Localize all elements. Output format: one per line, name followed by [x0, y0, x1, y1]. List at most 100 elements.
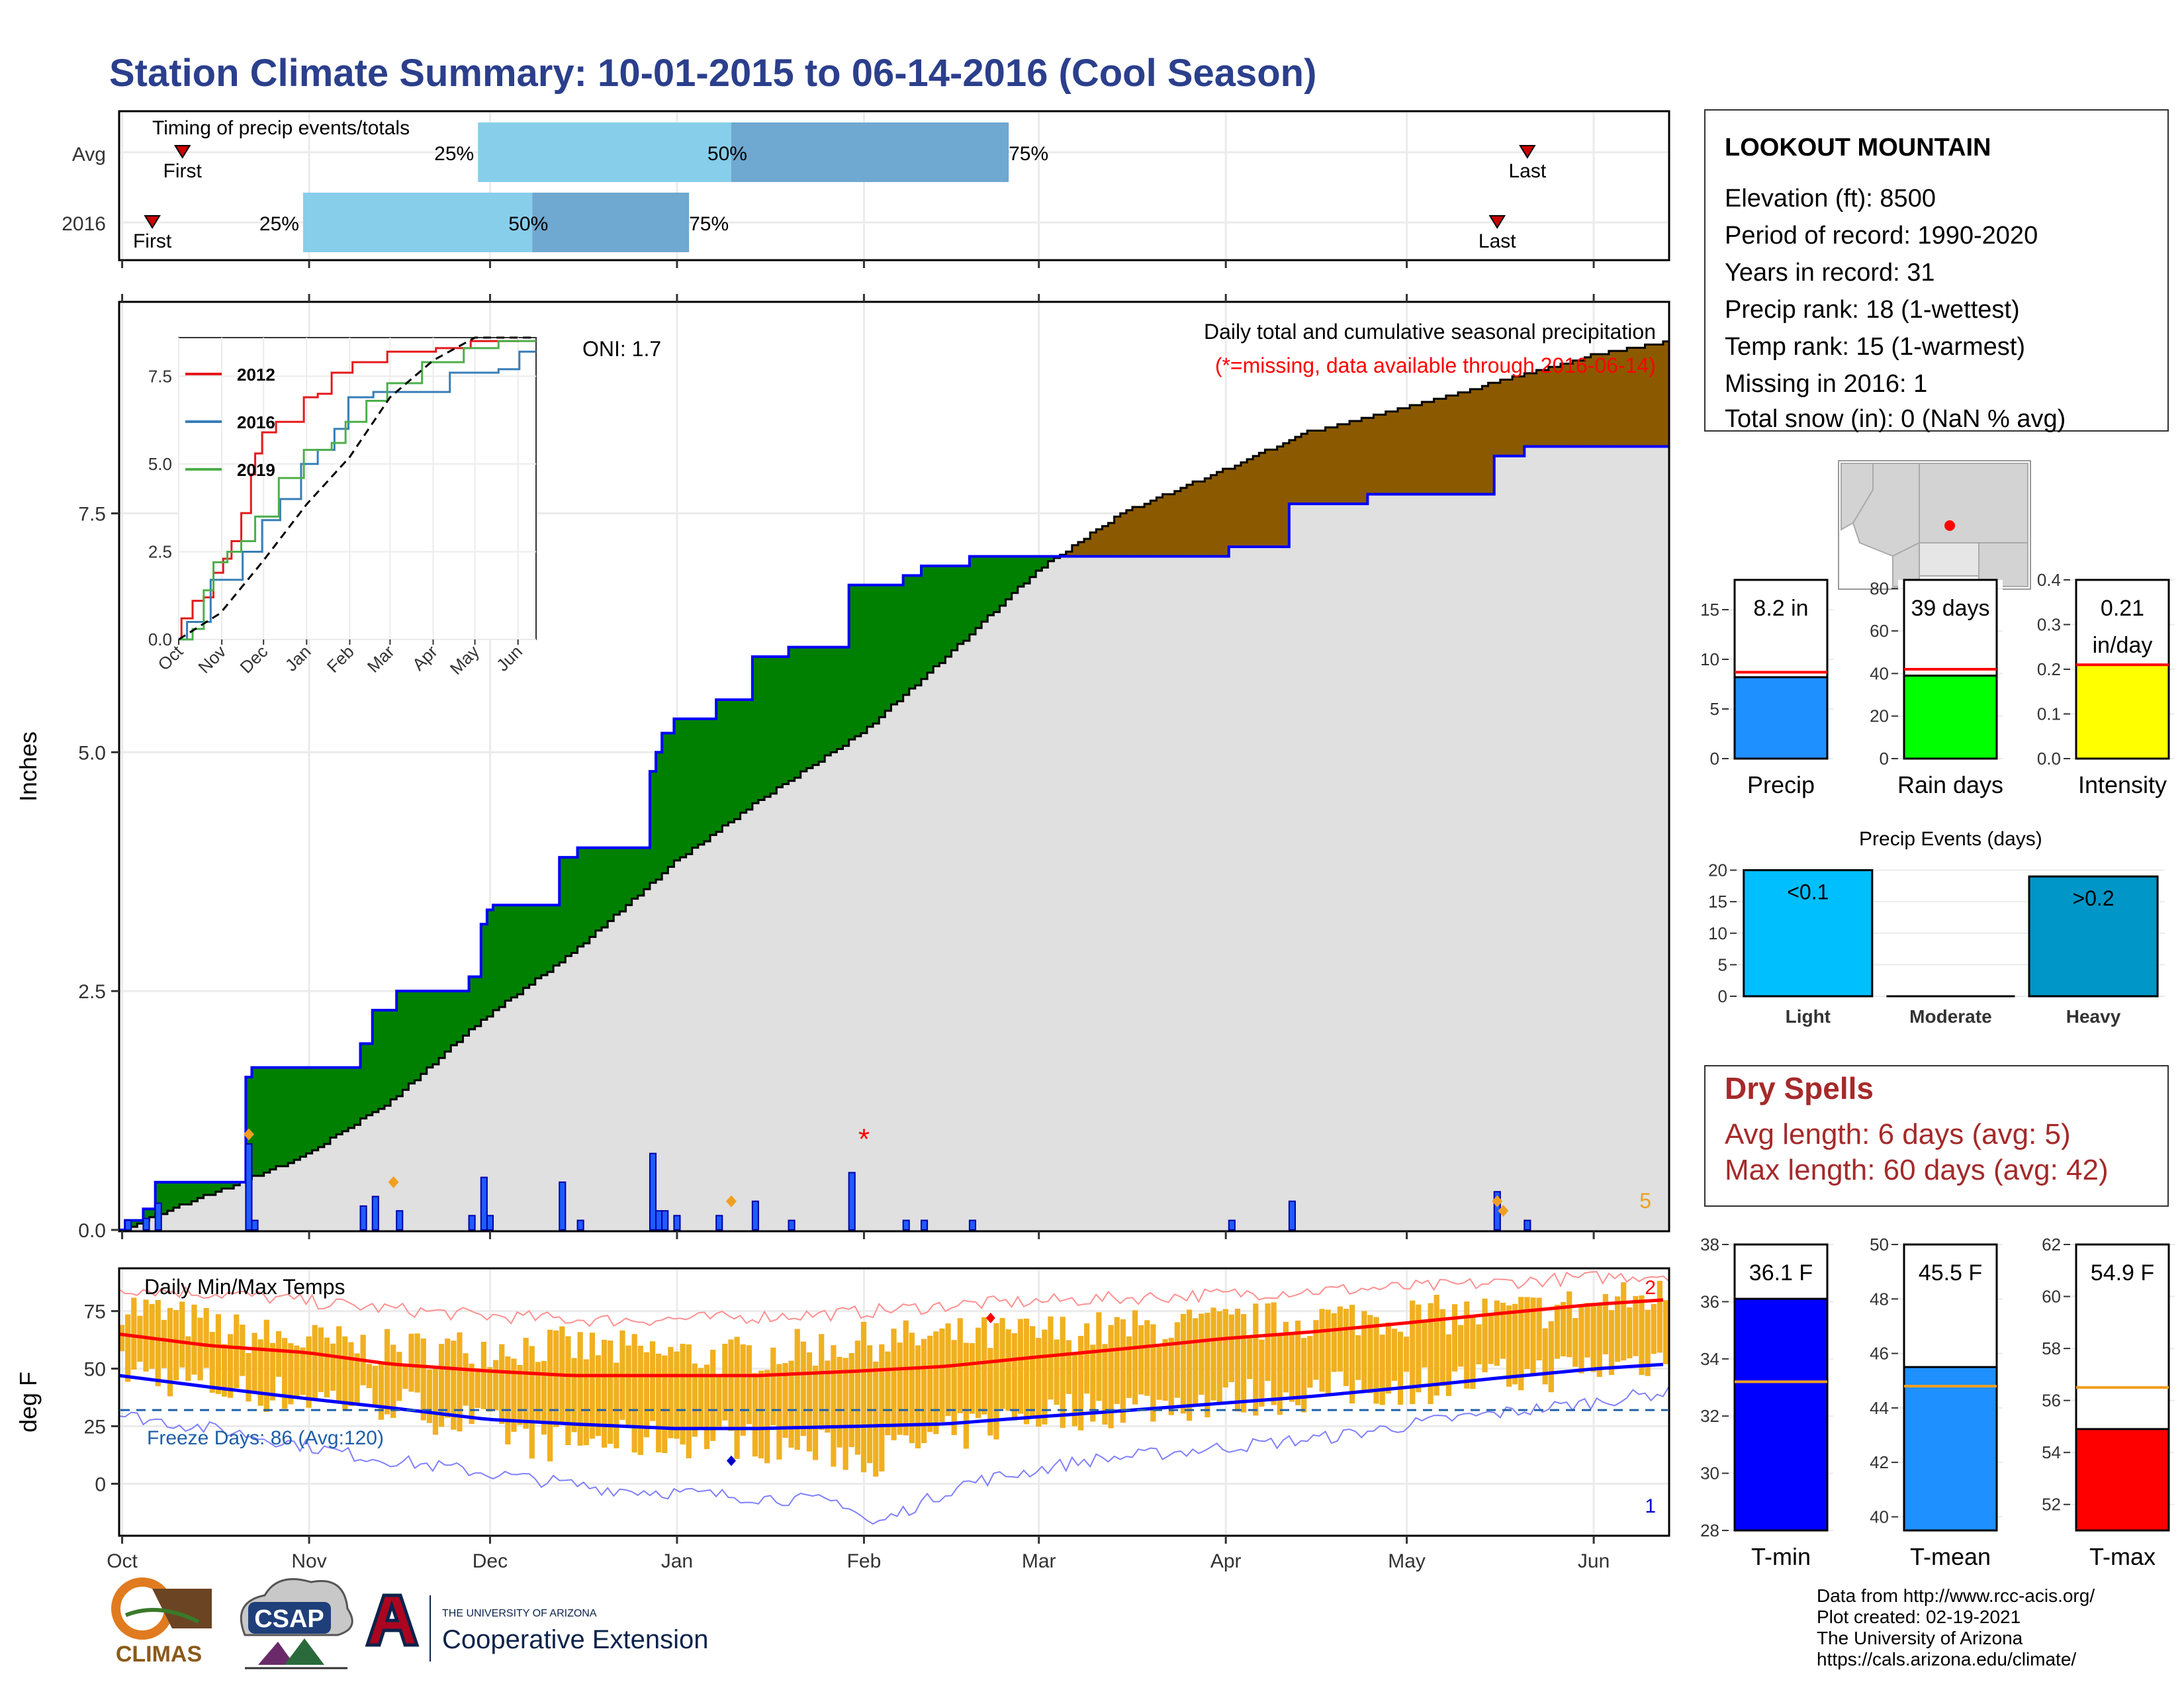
daily-temp-bar — [511, 1358, 517, 1432]
above-average-band — [438, 991, 445, 1058]
above-average-band — [891, 585, 898, 705]
daily-temp-bar — [1096, 1312, 1102, 1401]
daily-temp-bar — [263, 1319, 269, 1412]
above-average-band — [643, 847, 651, 890]
daily-temp-bar — [294, 1345, 300, 1399]
above-average-band — [1030, 556, 1036, 577]
mini-y-tick-label: 15 — [1700, 600, 1719, 620]
daily-temp-bar — [143, 1299, 149, 1372]
daily-temp-bar — [837, 1356, 842, 1448]
freeze-days-label: Freeze Days: 86 (Avg:120) — [147, 1427, 384, 1449]
daily-temp-bar — [1313, 1320, 1319, 1380]
mini-value-label: 54.9 F — [2091, 1260, 2154, 1286]
above-average-band — [402, 991, 410, 1090]
daily-temp-bar — [336, 1326, 342, 1403]
daily-temp-bar — [740, 1344, 746, 1436]
daily-temp-bar — [420, 1338, 426, 1421]
daily-temp-bar — [300, 1347, 306, 1395]
timing-bar-25-50 — [302, 193, 533, 252]
above-average-band — [933, 565, 940, 667]
below-average-band — [1361, 418, 1368, 504]
above-average-band — [173, 1182, 180, 1208]
mini-category-label: Moderate — [1909, 1006, 1991, 1027]
below-average-band — [1283, 443, 1290, 547]
timing-first-label: First — [163, 160, 203, 182]
above-average-band — [275, 1067, 283, 1166]
below-average-band — [1307, 430, 1314, 504]
above-average-band — [432, 991, 439, 1064]
record-max-line — [118, 1271, 1670, 1327]
temp-y-tick-label: 25 — [84, 1417, 106, 1438]
above-average-band — [649, 771, 657, 883]
daily-temp-bar — [933, 1331, 939, 1434]
daily-temp-bar — [203, 1308, 209, 1368]
above-average-band — [969, 556, 976, 635]
daily-temp-bar — [1259, 1339, 1265, 1407]
daily-temp-bar — [1385, 1322, 1391, 1394]
daily-temp-bar — [637, 1345, 643, 1455]
month-label: Feb — [847, 1550, 882, 1572]
daily-precip-bar — [154, 1202, 162, 1231]
below-average-band — [1156, 497, 1163, 557]
cumulative-y-tick-label: 0.0 — [78, 1220, 106, 1242]
daily-temp-bar — [1144, 1320, 1150, 1396]
daily-temp-bar — [384, 1329, 390, 1415]
inset-legend-label: 2019 — [237, 460, 275, 480]
daily-temp-bar — [939, 1328, 945, 1423]
daily-temp-bar — [746, 1345, 752, 1425]
daily-temp-bar — [1150, 1324, 1156, 1422]
daily-temp-bar — [800, 1341, 806, 1436]
above-average-band — [336, 1067, 343, 1135]
daily-temp-bar — [1567, 1291, 1572, 1358]
daily-temp-bar — [1174, 1322, 1180, 1398]
daily-temp-bar — [788, 1360, 794, 1448]
above-average-band — [282, 1067, 289, 1166]
month-label: Apr — [1210, 1550, 1242, 1572]
below-average-band — [1524, 373, 1531, 447]
daily-temp-bar — [246, 1352, 251, 1402]
below-average-band — [1319, 430, 1326, 504]
daily-temp-bar — [1228, 1314, 1234, 1382]
mini-y-tick-label: 32 — [1700, 1406, 1719, 1426]
daily-temp-bar — [825, 1360, 831, 1433]
daily-temp-bar — [372, 1366, 378, 1406]
above-average-band — [897, 585, 904, 702]
daily-temp-bar — [1422, 1319, 1428, 1368]
cumulative-y-axis-label: Inches — [15, 731, 42, 802]
daily-temp-bar — [432, 1366, 439, 1435]
dry-spells-avg: Avg length: 6 days (avg: 5) — [1725, 1118, 2071, 1150]
daily-precip-bar — [661, 1210, 669, 1231]
daily-temp-bar — [722, 1343, 728, 1421]
above-average-band — [378, 1010, 385, 1109]
daily-temp-bar — [529, 1346, 535, 1459]
below-average-band — [1633, 348, 1640, 447]
daily-temp-bar — [282, 1338, 288, 1409]
timing-label-50: 50% — [707, 143, 747, 165]
below-average-band — [1180, 488, 1187, 557]
above-average-band — [185, 1182, 192, 1205]
daily-temp-bar — [625, 1345, 631, 1425]
daily-temp-bar — [963, 1342, 969, 1449]
daily-temp-bar — [390, 1344, 396, 1419]
daily-temp-bar — [197, 1317, 203, 1381]
above-average-band — [547, 905, 554, 972]
below-average-band — [1301, 434, 1308, 504]
below-average-band — [1464, 392, 1471, 494]
daily-temp-bar — [662, 1355, 668, 1454]
daily-temp-bar — [1639, 1295, 1645, 1376]
above-average-band — [451, 991, 457, 1045]
below-average-band — [1433, 399, 1441, 494]
daily-temp-bar — [927, 1335, 933, 1432]
inset-legend-label: 2016 — [237, 412, 275, 432]
daily-temp-bar — [976, 1327, 981, 1419]
daily-temp-bar — [257, 1339, 263, 1406]
daily-temp-bar — [1271, 1302, 1277, 1405]
daily-temp-bar — [1433, 1294, 1439, 1396]
daily-temp-bar — [1102, 1344, 1108, 1425]
station-elevation: Elevation (ft): 8500 — [1725, 185, 1936, 212]
daily-temp-bar — [993, 1323, 999, 1440]
logo-university-of-arizona: THE UNIVERSITY OF ARIZONA Cooperative Ex… — [365, 1593, 708, 1662]
temp-y-tick-label: 75 — [84, 1301, 106, 1323]
above-average-band — [221, 1182, 228, 1189]
below-average-band — [1253, 455, 1259, 547]
